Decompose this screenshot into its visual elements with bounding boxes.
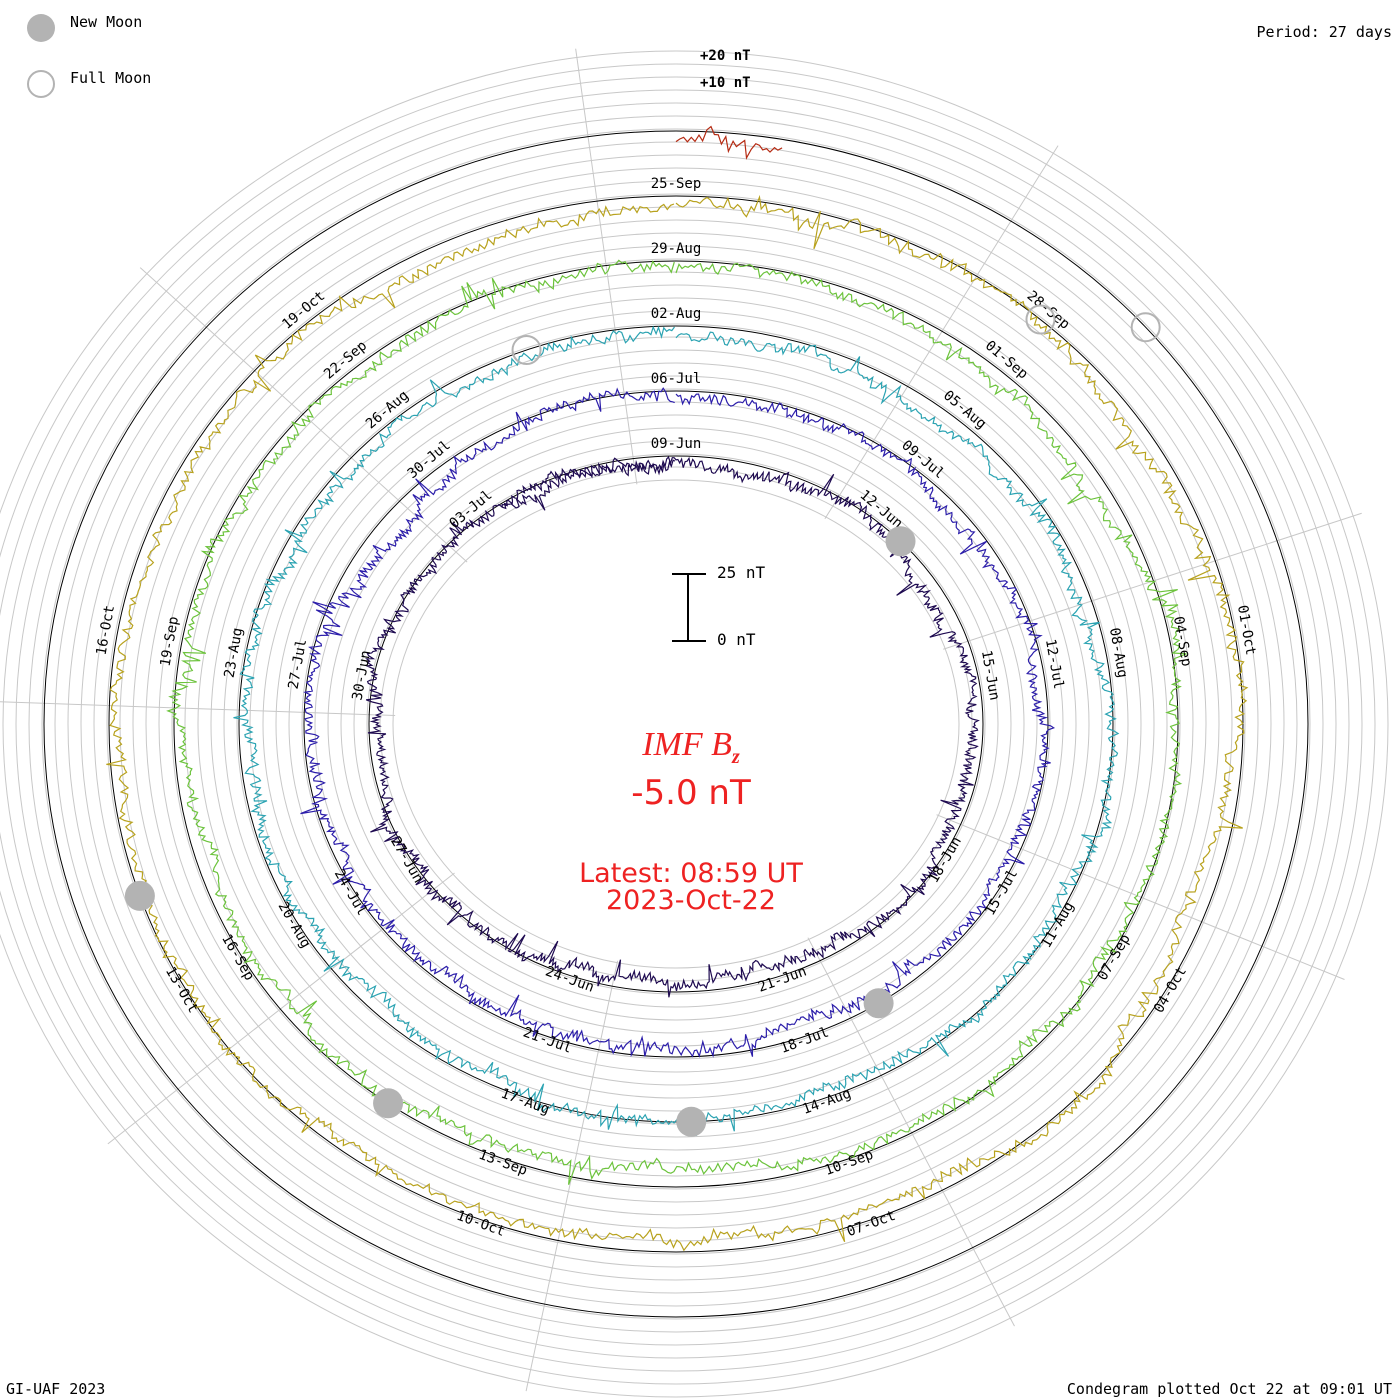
date-label: 25-Sep xyxy=(651,176,702,192)
date-labels: 09-Jun12-Jun15-Jun18-Jun21-Jun24-Jun27-J… xyxy=(94,176,1259,1240)
baseline-circle xyxy=(108,195,1244,1253)
grid-circle xyxy=(353,440,999,1008)
full-moon-legend-icon xyxy=(27,70,55,98)
bz-trace-1 xyxy=(300,387,1056,1058)
latest-time: Latest: 08:59 UT xyxy=(579,858,803,889)
plotted-timestamp: Condegram plotted Oct 22 at 09:01 UT xyxy=(1066,1380,1392,1398)
date-label: 04-Oct xyxy=(1151,964,1190,1016)
grid-circle xyxy=(171,258,1181,1190)
grid-circle xyxy=(119,206,1233,1242)
grid-circle xyxy=(249,336,1103,1112)
grid-circle xyxy=(132,219,1220,1229)
period-label: Period: 27 days xyxy=(1256,23,1392,41)
grid-circle xyxy=(15,102,1337,1346)
bz-trace-0 xyxy=(364,455,980,998)
latest-date: 2023-Oct-22 xyxy=(606,885,776,916)
grid-circle xyxy=(145,232,1207,1216)
date-label: 13-Oct xyxy=(162,964,201,1016)
grid-circle xyxy=(366,453,986,995)
grid-spoke xyxy=(575,48,638,485)
date-label: 09-Jun xyxy=(651,436,702,452)
baseline-circle xyxy=(368,455,984,993)
grid-circle xyxy=(0,63,1376,1385)
grid-spoke xyxy=(936,814,1345,980)
bz-trace-4 xyxy=(106,194,1249,1252)
grid-circle xyxy=(197,284,1155,1164)
grid-circle xyxy=(327,414,1025,1034)
date-label: 02-Aug xyxy=(651,306,702,322)
date-label: 06-Jul xyxy=(651,371,702,387)
chart-title-sub: z xyxy=(731,745,740,768)
grid-circle xyxy=(379,466,973,982)
grid-circle xyxy=(301,388,1051,1060)
grid-circle xyxy=(210,297,1142,1151)
grid-circle xyxy=(288,375,1064,1073)
grid-circle xyxy=(93,180,1259,1268)
new-moon-marker xyxy=(863,988,894,1019)
chart-title: IMF Bz xyxy=(0,726,1382,769)
grid-spoke xyxy=(139,267,468,563)
date-label: 29-Aug xyxy=(651,241,702,257)
new-moon-legend-icon xyxy=(27,14,55,42)
current-value: -5.0 nT xyxy=(631,773,751,813)
date-label: 07-Sep xyxy=(1095,932,1134,984)
new-moon-marker xyxy=(885,526,916,557)
baseline-circle xyxy=(43,130,1309,1318)
grid-circle xyxy=(0,76,1363,1372)
grid-spoke xyxy=(0,701,396,717)
grid-circle xyxy=(2,89,1350,1359)
chart-title-main: IMF B xyxy=(642,726,732,763)
baseline-circle xyxy=(173,260,1179,1188)
grid-circle xyxy=(106,193,1246,1255)
bz-trace-3 xyxy=(166,259,1187,1185)
grid-circle xyxy=(275,362,1077,1086)
ring-label-plus20: +20 nT xyxy=(700,48,751,64)
legend-full-moon: Full Moon xyxy=(70,69,152,87)
bz-trace-5 xyxy=(675,125,783,160)
grid-circle xyxy=(184,271,1168,1177)
grid-circle xyxy=(236,323,1116,1125)
full-moon-marker xyxy=(511,335,542,366)
grid-circle xyxy=(392,479,960,969)
grid-circles xyxy=(0,50,1389,1398)
new-moon-marker xyxy=(373,1088,404,1119)
baseline-circle xyxy=(303,390,1049,1058)
full-moon-marker xyxy=(1025,304,1056,335)
full-moon-marker xyxy=(1130,312,1161,343)
scale-bottom-label: 0 nT xyxy=(717,630,756,649)
new-moon-marker xyxy=(124,880,155,911)
credit-label: GI-UAF 2023 xyxy=(6,1380,106,1398)
grid-circle xyxy=(223,310,1129,1138)
grid-circle xyxy=(54,141,1298,1307)
grid-circle xyxy=(340,427,1012,1021)
grid-spoke xyxy=(824,145,1059,520)
grid-circle xyxy=(314,401,1038,1047)
grid-circle xyxy=(262,349,1090,1099)
date-label: 16-Sep xyxy=(218,932,257,984)
legend-new-moon: New Moon xyxy=(70,13,143,31)
grid-circle xyxy=(67,154,1285,1294)
grid-spoke xyxy=(807,937,1015,1327)
grid-circle xyxy=(0,50,1389,1398)
grid-circle xyxy=(80,167,1272,1281)
grid-circle xyxy=(28,115,1324,1333)
baseline-circle xyxy=(238,325,1114,1123)
moon-markers xyxy=(124,304,1161,1137)
new-moon-marker xyxy=(676,1106,707,1137)
scale-top-label: 25 nT xyxy=(717,563,766,582)
grid-circle xyxy=(41,128,1311,1320)
scale-bar xyxy=(672,573,706,642)
ring-label-plus10: +10 nT xyxy=(700,75,751,91)
grid-circle xyxy=(158,245,1194,1203)
grid-spoke xyxy=(107,872,455,1145)
